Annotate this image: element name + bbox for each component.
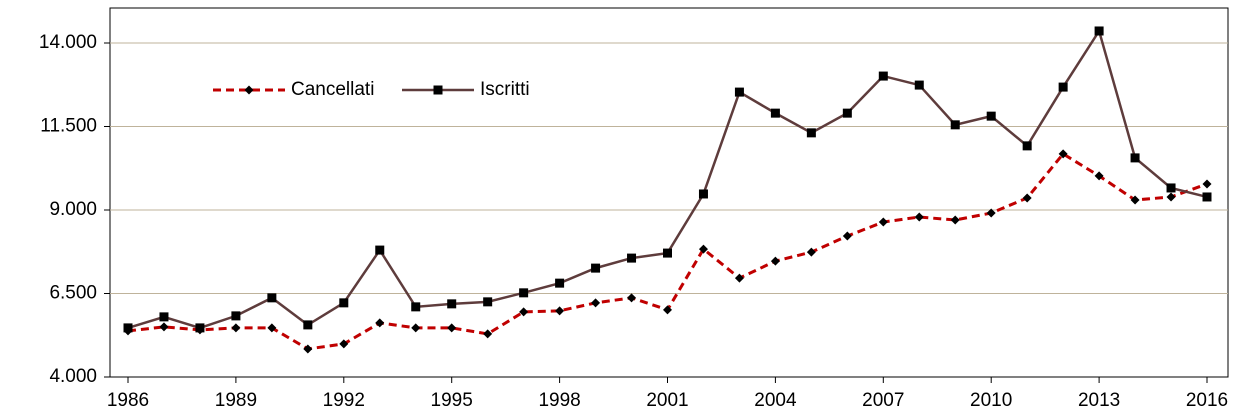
square-marker (159, 312, 169, 322)
x-tick-label: 2001 (646, 390, 688, 411)
x-tick-label: 2013 (1078, 390, 1120, 411)
legend-label: Iscritti (480, 79, 530, 100)
diamond-marker (483, 329, 493, 339)
diamond-marker (770, 256, 780, 266)
square-marker (519, 288, 529, 298)
square-marker (1058, 82, 1068, 92)
square-marker (806, 128, 816, 138)
y-tick-label: 14.000 (39, 32, 97, 53)
square-marker (770, 108, 780, 118)
diamond-marker (267, 323, 277, 333)
diamond-marker (1166, 192, 1176, 202)
diamond-marker (244, 85, 254, 95)
diamond-marker (734, 273, 744, 283)
square-marker (411, 302, 421, 312)
diamond-marker (878, 217, 888, 227)
square-marker (555, 278, 565, 288)
square-marker (1022, 141, 1032, 151)
square-marker (1130, 153, 1140, 163)
square-marker (842, 108, 852, 118)
square-marker (950, 120, 960, 130)
diamond-marker (1202, 179, 1212, 189)
square-marker (986, 111, 996, 121)
square-marker (267, 293, 277, 303)
x-tick-label: 2004 (754, 390, 797, 411)
x-tick-label: 1992 (323, 390, 365, 411)
diamond-marker (1058, 149, 1068, 159)
square-marker (231, 311, 241, 321)
diamond-marker (231, 323, 241, 333)
square-marker (698, 189, 708, 199)
y-tick-label: 4.000 (49, 366, 97, 387)
x-tick-label: 2007 (862, 390, 904, 411)
diamond-marker (375, 318, 385, 328)
diamond-marker (806, 247, 816, 257)
diamond-marker (950, 215, 960, 225)
square-marker (483, 297, 493, 307)
diamond-marker (914, 212, 924, 222)
square-marker (123, 323, 133, 333)
diamond-marker (663, 305, 672, 315)
x-tick-label: 1995 (431, 390, 473, 411)
y-tick-label: 11.500 (40, 116, 97, 137)
diamond-marker (698, 244, 708, 254)
diamond-marker (339, 339, 349, 349)
x-tick-label: 1989 (215, 390, 257, 411)
square-marker (339, 298, 349, 308)
square-marker (433, 85, 443, 95)
diamond-marker (555, 306, 565, 316)
square-marker (303, 320, 313, 330)
diamond-marker (303, 344, 313, 354)
x-tick-label: 2016 (1186, 390, 1228, 411)
plot-frame (109, 7, 1229, 378)
square-marker (591, 263, 601, 273)
diamond-marker (1022, 193, 1032, 203)
square-marker (734, 87, 744, 97)
x-tick-label: 2010 (970, 390, 1012, 411)
x-tick-label: 1986 (107, 390, 149, 411)
square-marker (878, 71, 888, 81)
diamond-marker (447, 323, 457, 333)
y-tick-label: 9.000 (49, 199, 97, 220)
square-marker (195, 323, 205, 333)
legend-label: Cancellati (291, 79, 374, 100)
diamond-marker (159, 322, 169, 332)
square-marker (1202, 192, 1212, 202)
diamond-marker (842, 231, 852, 241)
square-marker (375, 245, 385, 255)
diamond-marker (986, 208, 996, 218)
square-marker (914, 80, 924, 90)
diamond-marker (411, 323, 421, 333)
square-marker (1166, 183, 1176, 193)
diamond-marker (1094, 171, 1104, 181)
square-marker (447, 299, 457, 309)
y-tick-label: 6.500 (49, 283, 97, 304)
series-line (127, 27, 1208, 330)
x-tick-label: 1998 (538, 390, 580, 411)
diamond-marker (591, 298, 601, 308)
diamond-marker (627, 293, 637, 303)
diamond-marker (519, 307, 529, 317)
square-marker (627, 253, 637, 263)
square-marker (1094, 26, 1104, 36)
square-marker (663, 248, 672, 258)
diamond-marker (1130, 195, 1140, 205)
